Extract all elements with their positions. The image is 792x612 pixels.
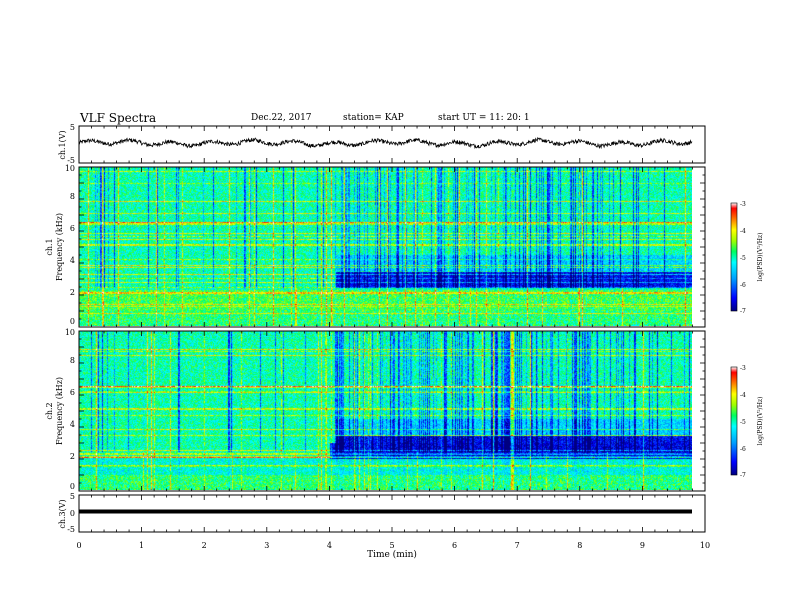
ch3-waveform-line (79, 509, 692, 514)
xtick-2: 2 (202, 541, 207, 550)
ch1-ytick-neg5: -5 (67, 156, 75, 165)
ch1-spectrogram-ylabel: ch.1 Frequency (kHz) (45, 213, 64, 281)
ch2-cbar-tick-7: -7 (740, 472, 746, 479)
ch1-waveform-ylabel: ch.1(V) (58, 130, 67, 159)
date-label: Dec.22, 2017 (251, 113, 312, 123)
ch3-ytick-5: 5 (70, 492, 75, 501)
ch1-colorbar (730, 202, 738, 312)
ch2-spec-ytick-4: 4 (70, 420, 75, 429)
ch1-ylabel-channel: ch.1 (45, 238, 54, 255)
xtick-4: 4 (327, 541, 332, 550)
ch2-cbar-tick-3: -3 (740, 365, 746, 372)
xtick-9: 9 (640, 541, 645, 550)
ch2-spec-ytick-8: 8 (70, 356, 75, 365)
ch3-ytick-0: 0 (70, 509, 75, 518)
xtick-3: 3 (264, 541, 269, 550)
xtick-5: 5 (389, 541, 394, 550)
ch2-colorbar-ticks: -3 -4 -5 -6 -7 (740, 365, 746, 479)
ch2-cbar-tick-5: -5 (740, 419, 746, 426)
ch1-ytick-5: 5 (70, 123, 75, 132)
ch1-spec-ytick-8: 8 (70, 192, 75, 201)
ch1-cbar-tick-4: -4 (740, 228, 746, 235)
ch1-spec-ytick-6: 6 (70, 224, 75, 233)
ch1-spectrogram-image (79, 167, 692, 326)
ch2-cbar-tick-4: -4 (740, 392, 746, 399)
xtick-0: 0 (76, 541, 81, 550)
ch1-cbar-tick-6: -6 (740, 282, 746, 289)
ch1-colorbar-ticks: -3 -4 -5 -6 -7 (740, 201, 746, 315)
ch1-spec-ytick-0: 0 (70, 317, 75, 326)
xtick-7: 7 (515, 541, 520, 550)
xtick-8: 8 (577, 541, 582, 550)
ch2-cbar-tick-6: -6 (740, 446, 746, 453)
xtick-10: 10 (700, 541, 710, 550)
ch3-ytick-neg5: -5 (67, 525, 75, 534)
chart-title: VLF Spectra (80, 111, 157, 125)
ch2-spec-ytick-2: 2 (70, 452, 75, 461)
ch2-ylabel-frequency: Frequency (kHz) (55, 377, 64, 445)
xtick-6: 6 (452, 541, 457, 550)
xtick-1: 1 (139, 541, 144, 550)
xaxis-label: Time (min) (367, 549, 417, 560)
ch2-colorbar-label: log(PSD)(V²/Hz) (757, 397, 764, 446)
ch3-waveform-ylabel: ch.3(V) (58, 499, 67, 528)
ch2-ylabel-channel: ch.2 (45, 402, 54, 419)
start-time-label: start UT = 11: 20: 1 (438, 113, 530, 123)
ch1-ylabel-frequency: Frequency (kHz) (55, 213, 64, 281)
ch2-colorbar (730, 366, 738, 476)
ch1-cbar-tick-3: -3 (740, 201, 746, 208)
ch1-waveform-line (78, 136, 693, 150)
ch1-spec-ytick-4: 4 (70, 256, 75, 265)
ch1-cbar-tick-5: -5 (740, 255, 746, 262)
ch1-spec-ytick-2: 2 (70, 288, 75, 297)
ch2-spectrogram-ylabel: ch.2 Frequency (kHz) (45, 377, 64, 445)
ch1-cbar-tick-7: -7 (740, 308, 746, 315)
ch1-spec-ytick-10: 10 (65, 164, 75, 173)
ch2-spec-ytick-0: 0 (70, 482, 75, 491)
ch1-colorbar-label: log(PSD)(V²/Hz) (757, 233, 764, 282)
ch2-spec-ytick-6: 6 (70, 388, 75, 397)
station-label: station= KAP (343, 113, 404, 123)
ch2-spectrogram-image (79, 331, 692, 490)
ch2-spec-ytick-10: 10 (65, 328, 75, 337)
